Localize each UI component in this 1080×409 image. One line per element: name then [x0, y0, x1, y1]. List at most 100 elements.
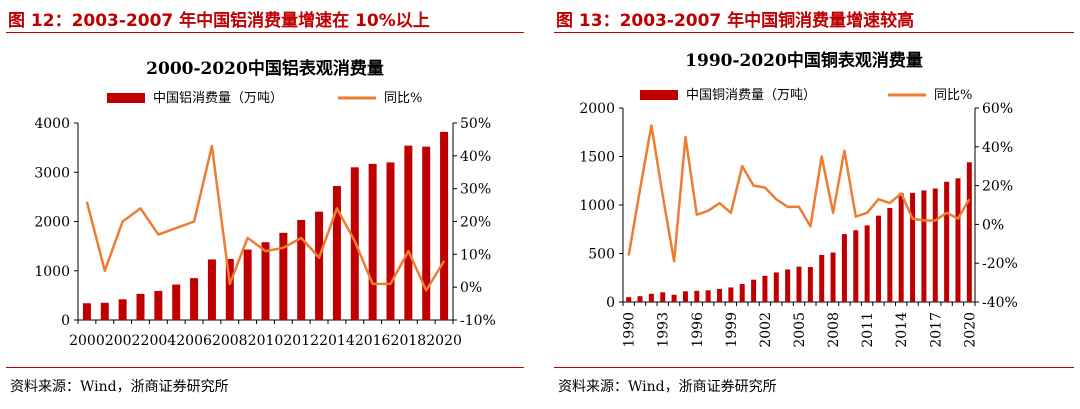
- bar: [386, 162, 395, 320]
- bottom-rule: [6, 367, 524, 368]
- bar: [261, 242, 270, 320]
- left-tick-label: 2000: [34, 215, 70, 231]
- bar: [887, 207, 893, 302]
- bar: [875, 215, 881, 302]
- left-tick-label: 500: [588, 247, 615, 263]
- x-tick-label: 2004: [141, 333, 177, 349]
- bar: [785, 269, 791, 302]
- bar: [682, 291, 688, 302]
- source-note: 资料来源：Wind，浙商证券研究所: [10, 379, 229, 395]
- yoy-growth-line: [627, 124, 971, 263]
- bar: [404, 145, 413, 320]
- x-tick-label: 2014: [894, 312, 910, 348]
- right-tick-label: 20%: [460, 215, 491, 231]
- bar: [773, 272, 779, 302]
- legend-bar-swatch: [107, 93, 145, 103]
- source-note: 资料来源：Wind，浙商证券研究所: [558, 379, 777, 395]
- bar: [694, 290, 700, 302]
- x-tick-label: 1999: [724, 312, 740, 348]
- bar: [660, 292, 666, 302]
- left-tick-label: 2000: [579, 101, 615, 117]
- bar: [717, 288, 723, 302]
- x-tick-label: 2020: [426, 333, 462, 349]
- x-tick-label: 2014: [319, 333, 355, 349]
- x-tick-label: 2006: [176, 333, 212, 349]
- bar: [910, 192, 916, 302]
- bar: [830, 252, 836, 302]
- right-tick-label: -20%: [982, 256, 1018, 272]
- chart-title: 1990-2020中国铜表观消费量: [685, 50, 923, 71]
- top-rule: [6, 32, 524, 33]
- bar: [82, 303, 91, 320]
- legend-bar-swatch: [640, 90, 678, 100]
- bar: [207, 259, 216, 320]
- bar: [819, 254, 825, 302]
- x-tick-label: 2020: [962, 312, 978, 348]
- x-tick-label: 2010: [248, 333, 284, 349]
- bar: [944, 181, 950, 302]
- top-rule: [554, 32, 1074, 33]
- x-tick-label: 1993: [656, 312, 672, 348]
- bar: [864, 225, 870, 302]
- x-tick-label: 2018: [391, 333, 427, 349]
- bar: [705, 290, 711, 302]
- x-tick-label: 2011: [860, 312, 876, 348]
- x-tick-label: 2005: [792, 312, 808, 348]
- bar: [728, 287, 734, 302]
- bar: [440, 131, 449, 320]
- bar: [751, 279, 757, 302]
- left-tick-label: 1500: [579, 150, 615, 166]
- bar: [762, 275, 768, 302]
- bar: [368, 163, 377, 320]
- legend-bar-label: 中国铝消费量（万吨）: [153, 91, 283, 106]
- figure-panel-copper: 图 13：2003-2007 年中国铜消费量增速较高 1990-2020中国铜表…: [548, 0, 1080, 409]
- bar: [671, 294, 677, 302]
- right-tick-label: 40%: [982, 140, 1013, 156]
- left-tick-label: 0: [606, 295, 615, 311]
- legend-line-label: 同比%: [934, 88, 972, 103]
- bar: [932, 188, 938, 302]
- bar: [966, 162, 972, 302]
- bar: [118, 299, 127, 320]
- bar: [796, 266, 802, 302]
- x-tick-label: 2012: [283, 333, 319, 349]
- x-tick-label: 1996: [690, 312, 706, 348]
- right-tick-label: 40%: [460, 149, 491, 165]
- bottom-rule: [554, 367, 1074, 368]
- x-tick-label: 2016: [355, 333, 391, 349]
- left-tick-label: 4000: [34, 116, 70, 132]
- bar: [898, 193, 904, 302]
- bar: [422, 146, 431, 320]
- bar: [739, 284, 745, 302]
- bar: [243, 249, 252, 320]
- bar: [853, 230, 859, 302]
- bar: [225, 258, 234, 320]
- bar: [841, 234, 847, 302]
- legend-line-label: 同比%: [384, 91, 422, 106]
- right-tick-label: -40%: [982, 295, 1018, 311]
- bar: [807, 267, 813, 302]
- x-tick-label: 2008: [826, 312, 842, 348]
- x-tick-label: 2008: [212, 333, 248, 349]
- left-tick-label: 1000: [34, 264, 70, 280]
- right-tick-label: 0%: [460, 280, 482, 296]
- chart-title: 2000-2020中国铝表观消费量: [146, 58, 384, 79]
- right-tick-label: 50%: [460, 116, 491, 132]
- bar: [921, 190, 927, 302]
- figure-panel-aluminum: 图 12：2003-2007 年中国铝消费量增速在 10%以上 2000-202…: [0, 0, 530, 409]
- bar: [332, 186, 341, 320]
- bar: [154, 290, 163, 320]
- right-tick-label: 30%: [460, 182, 491, 198]
- x-tick-label: 2002: [105, 333, 141, 349]
- bar: [190, 278, 199, 320]
- right-tick-label: 0%: [982, 217, 1004, 233]
- left-tick-label: 0: [61, 313, 70, 329]
- bar: [626, 297, 632, 302]
- bar: [172, 284, 181, 320]
- bar: [315, 211, 324, 320]
- x-tick-label: 2000: [69, 333, 105, 349]
- right-tick-label: 20%: [982, 179, 1013, 195]
- bar: [637, 296, 643, 302]
